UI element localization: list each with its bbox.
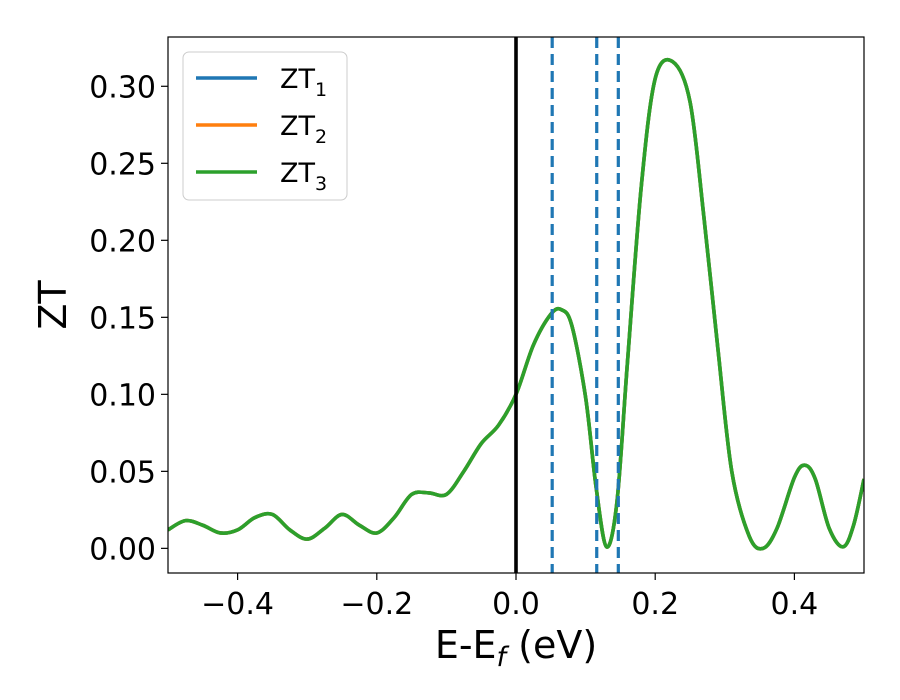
x-axis-label: E-Ef (eV) [435,623,597,673]
y-tick-label: 0.30 [89,70,156,105]
y-tick-label: 0.05 [89,455,156,490]
y-tick-label: 0.25 [89,147,156,182]
y-axis-label: ZT [31,280,75,330]
y-axis: 0.00 0.05 0.10 0.15 0.20 0.25 0.30 [89,70,168,567]
y-tick-label: 0.10 [89,378,156,413]
legend-label-2: ZT2 [280,111,327,148]
y-tick-label: 0.15 [89,301,156,336]
x-tick-label: 0.4 [771,587,819,622]
legend-box [182,51,348,201]
x-tick-label: −0.4 [201,587,274,622]
series-line-3 [168,57,864,551]
x-tick-label: 0.0 [492,587,540,622]
legend-label-3: ZT3 [280,158,327,195]
plot-area [168,37,864,573]
y-tick-label: 0.20 [89,224,156,259]
legend: ZT1 ZT2 ZT3 [182,51,348,201]
legend-label-1: ZT1 [280,64,327,101]
x-tick-label: −0.2 [340,587,413,622]
y-tick-label: 0.00 [89,532,156,567]
x-axis: −0.4 −0.2 0.0 0.2 0.4 [201,573,818,622]
x-tick-label: 0.2 [631,587,679,622]
